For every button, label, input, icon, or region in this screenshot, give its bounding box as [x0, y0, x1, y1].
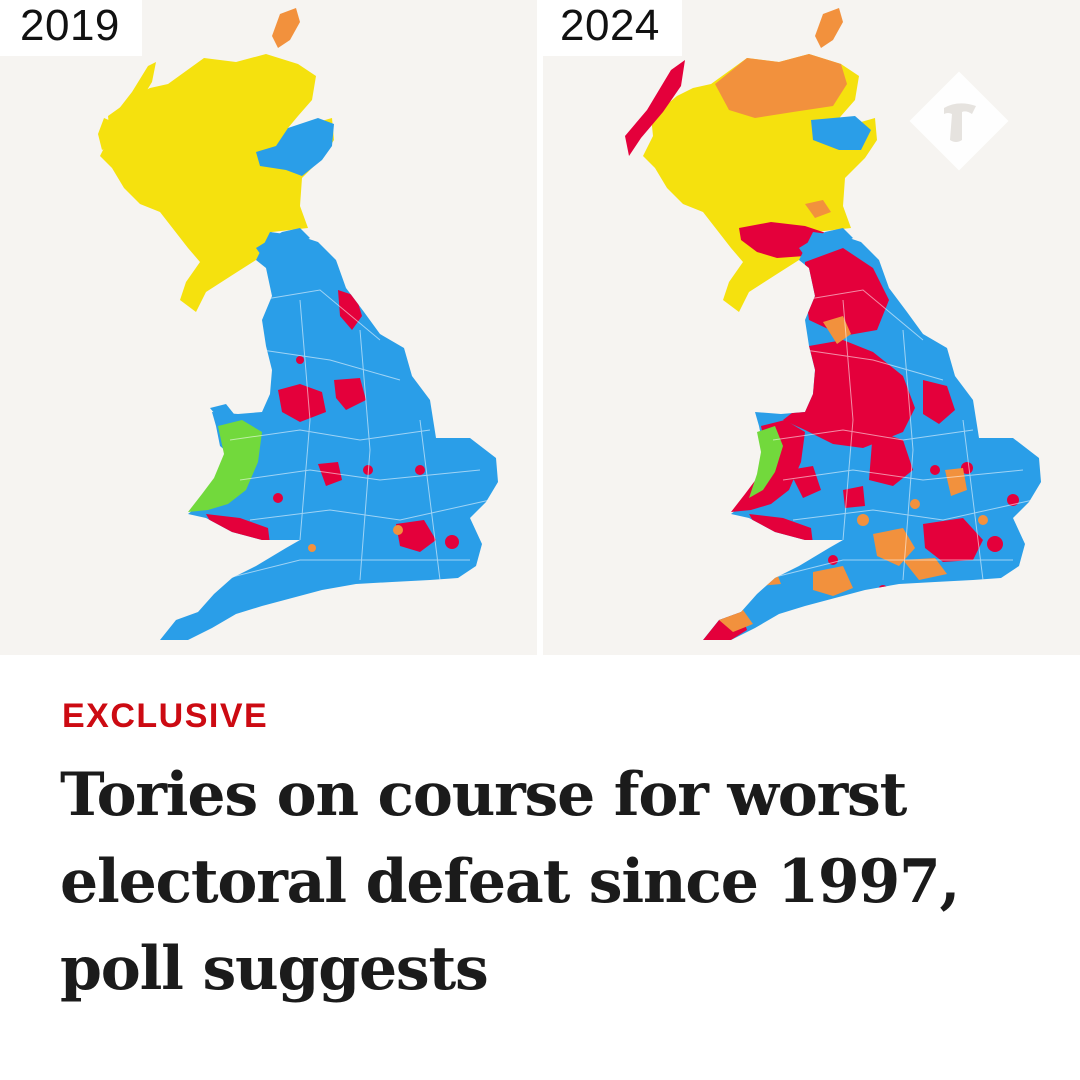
telegraph-t-logo: [900, 62, 1018, 180]
constituency-boundaries: [219, 289, 491, 581]
wales-region: [188, 420, 262, 512]
northern-isles: [815, 8, 843, 48]
libdem-seats-2019: [308, 525, 403, 552]
western-isles: [118, 62, 156, 124]
uk-map-2024: [625, 8, 1041, 640]
fife-region: [805, 200, 831, 218]
year-label-2019: 2019: [0, 0, 142, 56]
anglesey-island: [210, 404, 234, 420]
uk-map-2019: [98, 8, 498, 640]
north-east-scotland-region: [256, 118, 334, 176]
constituency-boundaries: [762, 289, 1034, 581]
north-east-scotland-region: [811, 116, 871, 150]
highlands-region: [715, 54, 847, 118]
article-kicker: EXCLUSIVE: [62, 697, 269, 735]
wales-plaid-seats: [749, 426, 783, 498]
logo-diamond-icon: [909, 71, 1009, 171]
article-headline[interactable]: Tories on course for worst electoral def…: [60, 760, 960, 1004]
western-isles: [625, 60, 685, 156]
labour-seats-2024: [703, 248, 1019, 640]
england-region: [160, 232, 498, 640]
year-label-2024: 2024: [543, 0, 682, 56]
map-panel-2019: 2019: [0, 0, 537, 655]
skye-island: [98, 118, 118, 150]
map-panel-2024: 2024: [543, 0, 1080, 655]
northern-isles: [272, 8, 300, 48]
scotland-region: [100, 54, 334, 312]
scotland-region: [643, 54, 877, 312]
map-comparison: 2019: [0, 0, 1080, 655]
